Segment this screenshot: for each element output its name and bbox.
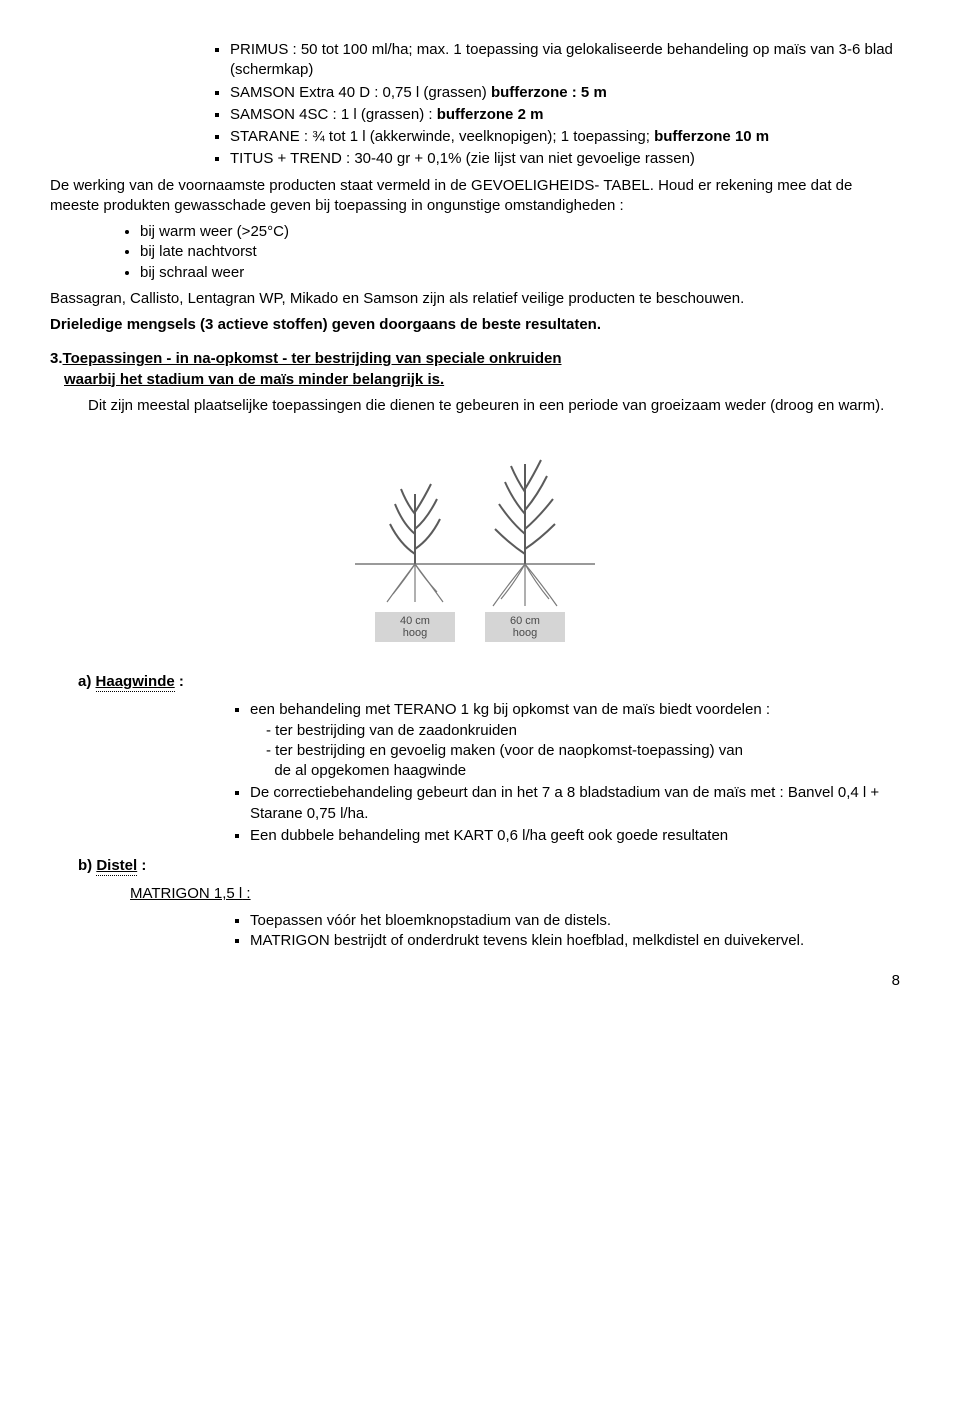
bullet-text: PRIMUS : 50 tot 100 ml/ha; max. 1 toepas… [230,41,893,78]
sub-b-label: b) [78,857,96,874]
bullet-text: TITUS + TREND : 30-40 gr + 0,1% (zie lij… [230,150,695,167]
list-item: SAMSON 4SC : 1 l (grassen) : bufferzone … [230,105,900,125]
distel-colon: : [137,857,146,874]
haagwinde-list: een behandeling met TERANO 1 kg bij opko… [50,700,900,846]
maize-growth-figure: 40 cm hoog 60 cm hoog [345,434,605,644]
matrigon-label: MATRIGON 1,5 l : [130,884,900,904]
list-item: bij warm weer (>25°C) [140,222,900,242]
matrigon-text: MATRIGON 1,5 l [130,885,242,902]
section-3-heading: 3. Toepassingen - in na-opkomst - ter be… [50,349,900,390]
list-item: PRIMUS : 50 tot 100 ml/ha; max. 1 toepas… [230,40,900,81]
list-item: Een dubbele behandeling met KART 0,6 l/h… [250,826,900,846]
dash-line: - ter bestrijding en gevoelig maken (voo… [266,741,900,761]
matrigon-colon: : [242,885,250,902]
bullet-text: SAMSON Extra 40 D : 0,75 l (grassen) [230,84,491,101]
bullet-text: SAMSON 4SC : 1 l (grassen) : [230,106,437,123]
list-item: MATRIGON bestrijdt of onderdrukt tevens … [250,931,900,951]
safe-products-paragraph: Bassagran, Callisto, Lentagran WP, Mikad… [50,289,900,309]
maize-illustration-icon: 40 cm hoog 60 cm hoog [345,434,605,644]
dash-sublines: - ter bestrijding van de zaadonkruiden -… [266,721,900,782]
haagwinde-heading: a) Haagwinde : [78,672,900,692]
bullet-bold: bufferzone : 5 m [491,84,607,101]
list-item: bij schraal weer [140,263,900,283]
svg-text:40 cm: 40 cm [400,615,430,627]
bullet-bold: bufferzone 10 m [654,128,769,145]
svg-text:hoog: hoog [513,627,537,639]
haagwinde-colon: : [175,673,184,690]
sub-a-label: a) [78,673,96,690]
section-3-line2: waarbij het stadium van de maïs minder b… [64,371,444,388]
list-item: een behandeling met TERANO 1 kg bij opko… [250,700,900,781]
distel-heading: b) Distel : [78,856,900,876]
page-number: 8 [50,971,900,991]
haagwinde-label: Haagwinde [96,673,175,692]
svg-text:60 cm: 60 cm [510,615,540,627]
dash-line: de al opgekomen haagwinde [266,761,900,781]
list-item: De correctiebehandeling gebeurt dan in h… [250,783,900,824]
list-item: Toepassen vóór het bloemknopstadium van … [250,911,900,931]
list-item: bij late nachtvorst [140,242,900,262]
dash-line: - ter bestrijding van de zaadonkruiden [266,721,900,741]
distel-label: Distel [96,857,137,876]
list-item: SAMSON Extra 40 D : 0,75 l (grassen) buf… [230,83,900,103]
working-paragraph: De werking van de voornaamste producten … [50,176,900,217]
section-3-line1: Toepassingen - in na-opkomst - ter bestr… [63,350,562,367]
mixtures-heading: Drieledige mengsels (3 actieve stoffen) … [50,315,900,335]
conditions-list: bij warm weer (>25°C) bij late nachtvors… [50,222,900,283]
top-bullet-list: PRIMUS : 50 tot 100 ml/ha; max. 1 toepas… [50,40,900,170]
bullet-bold: bufferzone 2 m [437,106,544,123]
list-item: STARANE : ¾ tot 1 l (akkerwinde, veelkno… [230,127,900,147]
section-3-intro: Dit zijn meestal plaatselijke toepassing… [88,396,900,416]
bullet-text: STARANE : ¾ tot 1 l (akkerwinde, veelkno… [230,128,654,145]
list-item: TITUS + TREND : 30-40 gr + 0,1% (zie lij… [230,149,900,169]
svg-text:hoog: hoog [403,627,427,639]
bullet-text: een behandeling met TERANO 1 kg bij opko… [250,701,770,718]
distel-list: Toepassen vóór het bloemknopstadium van … [50,911,900,952]
section-3-num: 3. [50,349,63,369]
